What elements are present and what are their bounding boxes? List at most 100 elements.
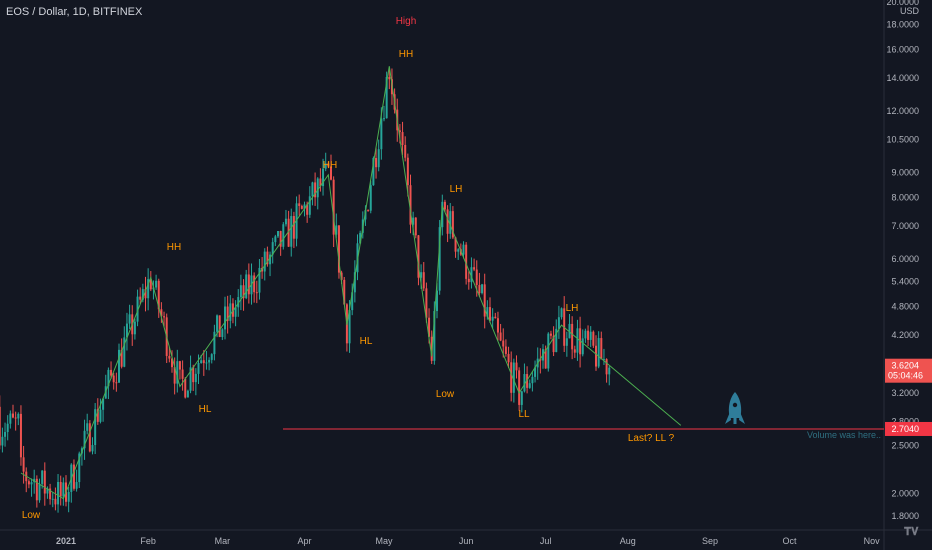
candle-body — [125, 323, 128, 338]
candle-body — [274, 236, 277, 243]
price-tick-label: 6.0000 — [891, 254, 919, 264]
candle-body — [213, 331, 216, 355]
candle-body — [86, 423, 89, 431]
price-tick-label: 7.0000 — [891, 221, 919, 231]
candle-body — [412, 217, 415, 225]
candle-body — [157, 280, 160, 310]
candle-body — [136, 296, 139, 322]
candle-body — [465, 244, 468, 279]
rocket-window — [732, 402, 738, 408]
wave-line — [20, 66, 682, 500]
candle-body — [41, 470, 44, 484]
candle-body — [510, 362, 513, 393]
candle-body — [385, 77, 388, 119]
candle-body — [451, 211, 454, 238]
annotation-ll: LL — [518, 409, 530, 420]
price-tick-label: 10.5000 — [886, 134, 919, 144]
candle-body — [12, 413, 14, 418]
annotation-high: High — [396, 16, 417, 27]
candle-body — [496, 318, 499, 333]
candle-body — [401, 132, 404, 145]
candle-body — [173, 367, 176, 384]
tradingview-logo-icon[interactable]: 𝐓𝐕 — [904, 526, 919, 538]
time-tick-label: Jul — [540, 536, 552, 546]
candle-body — [229, 303, 232, 321]
candle-body — [595, 345, 597, 367]
candle-body — [528, 383, 531, 388]
candle-body — [120, 349, 123, 367]
annotation-hh1: HH — [167, 242, 181, 253]
candle-body — [367, 210, 370, 212]
candle-body — [581, 338, 584, 355]
candle-body — [292, 216, 295, 239]
candle-body — [470, 267, 473, 283]
time-tick-label: Nov — [864, 536, 881, 546]
candle-body — [226, 306, 229, 321]
candle-body — [547, 333, 550, 369]
candle-body — [271, 242, 274, 255]
candle-body — [178, 361, 181, 370]
candle-body — [27, 481, 30, 485]
candle-body — [571, 323, 574, 350]
candle-body — [9, 413, 12, 424]
candle-body — [298, 203, 301, 206]
annotation-lh1: LH — [450, 184, 463, 195]
candle-body — [494, 316, 497, 319]
candle-body — [176, 361, 179, 384]
candle-body — [205, 362, 208, 364]
candle-body — [359, 232, 362, 244]
candle-body — [332, 179, 335, 235]
candle-body — [340, 272, 343, 280]
price-tick-label: 3.2000 — [891, 388, 919, 398]
candle-body — [375, 158, 378, 168]
candle-body — [168, 355, 171, 359]
candle-body — [110, 369, 113, 376]
candle-body — [544, 349, 547, 369]
annotation-lh2: LH — [566, 303, 579, 314]
candle-body — [383, 118, 385, 120]
candle-body — [221, 329, 224, 338]
candle-body — [499, 332, 502, 341]
time-tick-label: Aug — [620, 536, 636, 546]
candle-body — [277, 231, 279, 237]
candle-body — [372, 158, 375, 186]
time-tick-label: Apr — [297, 536, 311, 546]
candle-body — [568, 323, 571, 339]
symbol-title[interactable]: EOS / Dollar, 1D, BITFINEX — [6, 6, 143, 18]
candle-body — [330, 166, 332, 180]
candle-body — [194, 373, 197, 383]
candle-body — [234, 307, 237, 317]
candle-body — [557, 317, 560, 329]
candle-body — [353, 272, 356, 293]
candle-body — [282, 224, 285, 247]
candle-body — [139, 296, 142, 300]
candle-body — [197, 362, 200, 374]
candle-body — [290, 216, 293, 247]
candle-body — [216, 315, 219, 332]
candle-body — [128, 314, 131, 324]
candle-body — [192, 367, 195, 383]
candle-body — [155, 280, 158, 288]
candle-body — [404, 144, 407, 158]
price-tick-label: 16.0000 — [886, 45, 919, 55]
candle-body — [576, 328, 579, 353]
candle-body — [91, 445, 94, 452]
candle-body — [597, 338, 600, 367]
candle-body — [78, 453, 81, 483]
candle-body — [83, 430, 86, 449]
candle-body — [118, 349, 120, 383]
candle-body — [57, 482, 60, 505]
candle-body — [255, 292, 258, 294]
candle-body — [409, 185, 412, 225]
rocket-fin-right — [739, 412, 745, 424]
candle-body — [99, 409, 102, 422]
candle-body — [380, 118, 383, 150]
candle-body — [287, 218, 290, 247]
candle-body — [335, 225, 338, 235]
candle-body — [200, 360, 203, 363]
candle-body — [587, 330, 590, 340]
candle-body — [327, 163, 330, 167]
candle-body — [314, 182, 317, 198]
candle-body — [43, 470, 46, 494]
